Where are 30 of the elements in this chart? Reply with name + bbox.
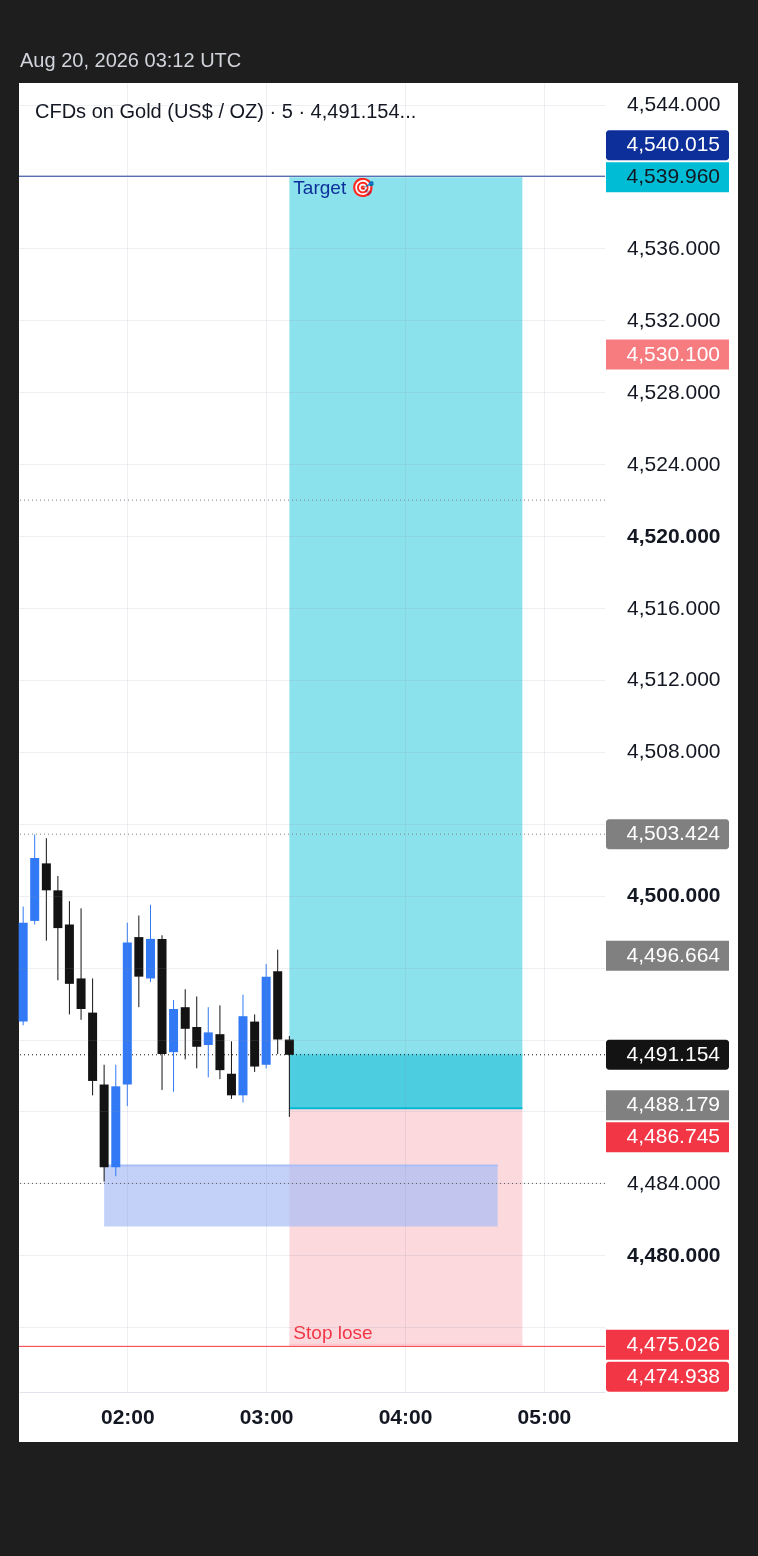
ref-line-label: 4,486.745 — [626, 1124, 720, 1148]
x-tick-label: 05:00 — [517, 1404, 572, 1428]
y-tick-label: 4,528.000 — [627, 379, 721, 403]
x-tick-label: 03:00 — [239, 1404, 294, 1428]
ref-line-label: 4,475.026 — [626, 1331, 720, 1355]
annotation: Target 🎯 — [293, 177, 376, 199]
annotation: Stop lose — [293, 1322, 373, 1344]
y-tick-label: 4,544.000 — [627, 92, 721, 116]
y-tick-label: 4,480.000 — [627, 1242, 721, 1266]
x-tick-label: 04:00 — [378, 1404, 433, 1428]
y-tick-label: 4,520.000 — [627, 523, 721, 547]
ref-line-label: 4,503.424 — [626, 821, 721, 845]
y-tick-label: 4,484.000 — [627, 1170, 721, 1194]
ref-line-label: 4,540.015 — [626, 132, 720, 156]
ref-line-label: 4,539.960 — [626, 164, 720, 188]
x-tick-label: 02:00 — [100, 1404, 155, 1428]
y-tick-label: 4,512.000 — [627, 667, 721, 691]
ref-line-label: 4,491.154 — [626, 1041, 721, 1065]
y-tick-label: 4,500.000 — [627, 883, 721, 907]
y-tick-label: 4,508.000 — [627, 739, 721, 763]
ref-line-label: 4,496.664 — [626, 942, 721, 966]
y-tick-label: 4,532.000 — [627, 307, 721, 331]
y-tick-label: 4,516.000 — [627, 595, 721, 619]
ref-line-label: 4,474.938 — [626, 1363, 720, 1387]
text: Aug 20, 2026 03:12 UTC — [20, 49, 242, 71]
y-tick-label: 4,536.000 — [627, 235, 721, 259]
ref-line-label: 4,488.179 — [626, 1092, 720, 1116]
y-tick-label: 4,524.000 — [627, 451, 721, 475]
text: CFDs on Gold (US$ / OZ) · 5 · 4,491.154... — [35, 100, 417, 122]
ref-line-label: 4,530.100 — [626, 341, 720, 365]
